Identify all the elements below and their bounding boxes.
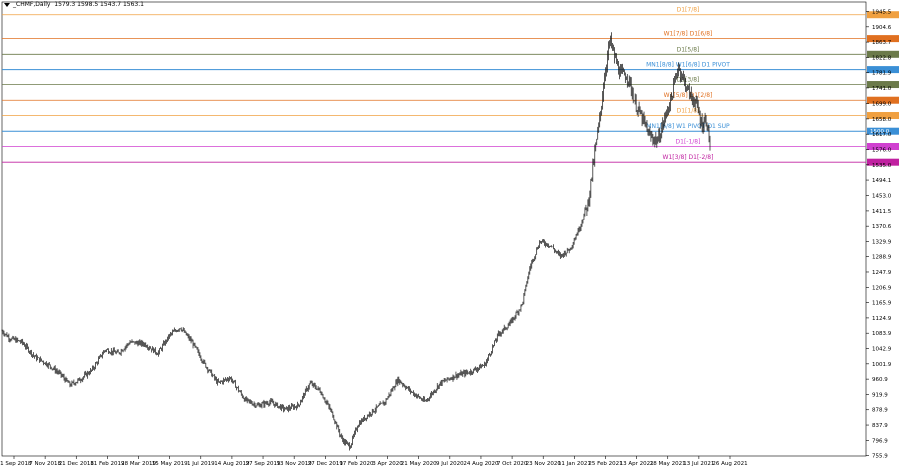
price-tick-label: 1781.9 bbox=[872, 71, 892, 77]
price-tick-label: 755.9 bbox=[872, 454, 888, 460]
chart-title: _CHMF,Daily 1579.3 1598.5 1543.7 1563.1 bbox=[4, 1, 144, 8]
price-tick-label: 1945.5 bbox=[872, 10, 892, 16]
price-tick-label: 919.9 bbox=[872, 392, 888, 398]
date-tick-label: 7 Nov 2018 bbox=[29, 461, 61, 467]
axis-layer: 1945.5 1904.6 1863.7 1822.8 1781.9 1741.0 1699… bbox=[0, 10, 892, 467]
date-tick-label: 21 May 2020 bbox=[401, 461, 437, 467]
date-tick-label: 23 Nov 2020 bbox=[526, 461, 562, 467]
price-tick-label: 1535.0 bbox=[872, 163, 892, 169]
date-tick-label: 3 Apr 2020 bbox=[372, 461, 403, 467]
date-tick-label: 28 Mar 2019 bbox=[121, 461, 156, 467]
date-tick-label: 11 Feb 2019 bbox=[90, 461, 125, 467]
date-tick-label: 13 Nov 2019 bbox=[277, 461, 313, 467]
level-label: W1[7/8] D1[6/8] bbox=[664, 31, 713, 38]
level-label: D1[-1/8] bbox=[676, 139, 701, 146]
plot-frame bbox=[1, 1, 867, 457]
price-tick-label: 1822.8 bbox=[872, 55, 892, 61]
level-label: MN1[6/8] W1 PIVOT D1 SUP bbox=[646, 123, 730, 130]
price-tag bbox=[867, 158, 899, 166]
price-tick-label: 1741.0 bbox=[872, 86, 892, 92]
date-tick-label: 26 Aug 2021 bbox=[712, 461, 747, 467]
date-tick-label: 13 Apr 2021 bbox=[620, 461, 654, 467]
grid-layer bbox=[1, 1, 867, 457]
ohlc-values: 1579.3 1598.5 1543.7 1563.1 bbox=[54, 1, 144, 8]
price-tick-label: 1124.9 bbox=[872, 316, 892, 322]
date-tick-label: 7 Oct 2020 bbox=[497, 461, 528, 467]
date-tick-label: 25 Feb 2021 bbox=[588, 461, 622, 467]
symbol-label: _CHMF,Daily bbox=[13, 1, 51, 8]
date-tick-label: 27 Dec 2019 bbox=[308, 461, 344, 467]
price-tick-label: 1165.9 bbox=[872, 301, 892, 307]
date-tick-label: 15 May 2019 bbox=[152, 461, 188, 467]
price-tick-label: 1042.9 bbox=[872, 347, 892, 353]
price-tag bbox=[867, 127, 899, 135]
price-tick-label: 1699.0 bbox=[872, 102, 892, 108]
date-tick-label: 24 Aug 2020 bbox=[463, 461, 499, 467]
date-tick-label: 28 May 2021 bbox=[650, 461, 686, 467]
price-tick-label: 960.9 bbox=[872, 377, 888, 383]
price-tick-label: 1863.7 bbox=[872, 40, 892, 46]
price-tag bbox=[867, 11, 899, 19]
price-tag bbox=[867, 81, 899, 89]
level-layer: D1[7/8] W1[7/8] D1[6/8] D1[5/8] MN1[8/8] W1… bbox=[2, 7, 899, 166]
date-tick-label: 17 Feb 2020 bbox=[339, 461, 374, 467]
price-tick-label: 1288.9 bbox=[872, 255, 892, 261]
price-tick-label: 878.9 bbox=[872, 408, 888, 414]
price-tick-label: 1453.0 bbox=[872, 193, 892, 199]
price-tick-label: 837.9 bbox=[872, 423, 888, 429]
price-tag bbox=[867, 143, 899, 151]
level-label: D1[1/8] bbox=[677, 108, 700, 115]
price-tick-label: 1001.9 bbox=[872, 362, 892, 368]
level-label: D1[7/8] bbox=[677, 7, 700, 14]
price-bars bbox=[1, 32, 711, 451]
menu-triangle-icon[interactable] bbox=[4, 2, 10, 7]
price-tick-label: 1370.6 bbox=[872, 224, 892, 230]
date-tick-label: 9 Jul 2020 bbox=[436, 461, 464, 467]
date-tick-label: 14 Aug 2019 bbox=[214, 461, 250, 467]
price-tag bbox=[867, 50, 899, 58]
date-tick-label: 21 Sep 2018 bbox=[0, 461, 32, 467]
price-tag-text: 1500.0 bbox=[870, 129, 890, 135]
level-label: W1[3/8] D1[-2/8] bbox=[663, 154, 714, 161]
date-tick-label: 11 Jan 2021 bbox=[558, 461, 591, 467]
date-tick-label: 1 Jul 2019 bbox=[187, 461, 215, 467]
price-tag bbox=[867, 35, 899, 43]
price-tick-label: 1206.9 bbox=[872, 285, 892, 291]
price-tick-label: 1247.9 bbox=[872, 270, 892, 276]
price-tick-label: 1083.9 bbox=[872, 331, 892, 337]
level-label: MN1[8/8] W1[6/8] D1 PIVOT bbox=[646, 62, 730, 69]
price-tick-label: 1904.6 bbox=[872, 25, 892, 31]
price-tick-label: 1411.5 bbox=[872, 209, 892, 215]
price-tick-label: 1494.1 bbox=[872, 178, 891, 184]
date-tick-label: 27 Sep 2019 bbox=[246, 461, 281, 467]
price-tag bbox=[867, 66, 899, 74]
price-series bbox=[1, 32, 711, 451]
price-tag bbox=[867, 96, 899, 104]
price-tick-label: 796.9 bbox=[872, 438, 888, 444]
level-label: D1[3/8] bbox=[677, 77, 700, 84]
level-label: D1[5/8] bbox=[677, 46, 700, 53]
price-tag bbox=[867, 112, 899, 120]
price-tick-label: 1658.0 bbox=[872, 117, 892, 123]
level-label: W1[5/8] D1[2/8] bbox=[664, 92, 713, 99]
price-tick-label: 1617.0 bbox=[872, 132, 892, 138]
date-tick-label: 21 Dec 2018 bbox=[59, 461, 95, 467]
date-tick-label: 13 Jul 2021 bbox=[683, 461, 714, 467]
price-tick-label: 1329.9 bbox=[872, 239, 892, 245]
price-tick-label: 1576.0 bbox=[872, 147, 892, 153]
